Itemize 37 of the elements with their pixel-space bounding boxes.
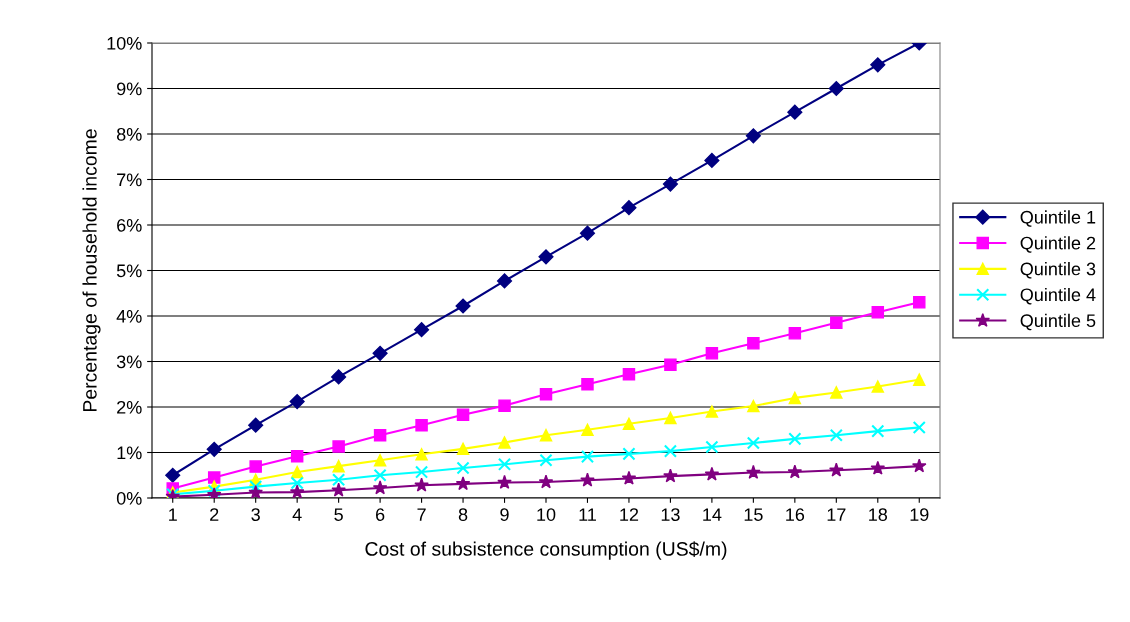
x-tick-label: 1	[169, 508, 177, 521]
legend-label: Quintile 3	[1020, 262, 1096, 279]
x-tick-label: 13	[661, 508, 680, 521]
x-tick-label: 8	[458, 508, 468, 521]
y-tick-label: 0%	[116, 491, 142, 505]
y-tick-label: 2%	[117, 400, 142, 414]
x-tick-label: 2	[210, 508, 219, 521]
legend-label: Quintile 2	[1020, 236, 1096, 253]
x-tick-label: 9	[500, 508, 509, 521]
y-axis-title: Percentage of household income	[82, 129, 101, 412]
y-tick-label: 3%	[116, 355, 142, 369]
x-tick-label: 17	[827, 508, 846, 521]
x-tick-label: 3	[251, 508, 260, 521]
y-tick-label: 7%	[117, 173, 142, 187]
y-tick-label: 4%	[116, 310, 142, 323]
y-tick-label: 5%	[116, 264, 142, 278]
x-tick-label: 10	[537, 508, 556, 521]
x-tick-label: 18	[869, 508, 888, 521]
y-tick-label: 10%	[107, 36, 142, 50]
x-tick-label: 16	[786, 508, 805, 521]
legend-label: Quintile 5	[1020, 313, 1096, 331]
legend-label: Quintile 4	[1020, 287, 1096, 305]
x-tick-label: 4	[292, 508, 302, 521]
x-tick-label: 6	[376, 508, 385, 521]
y-tick-label: 1%	[117, 446, 142, 460]
x-tick-label: 14	[703, 508, 722, 521]
x-axis-title: Cost of subsistence consumption (US$/m)	[365, 541, 727, 560]
y-tick-label: 9%	[117, 82, 142, 96]
y-tick-label: 8%	[116, 127, 142, 141]
x-tick-label: 12	[620, 508, 639, 521]
x-tick-label: 11	[579, 508, 596, 521]
x-tick-label: 7	[417, 508, 426, 521]
y-tick-label: 6%	[117, 218, 142, 232]
x-tick-label: 19	[910, 508, 929, 521]
x-tick-label: 5	[334, 508, 343, 521]
legend-label: Quintile 1	[1020, 210, 1096, 227]
x-tick-label: 15	[744, 508, 763, 521]
